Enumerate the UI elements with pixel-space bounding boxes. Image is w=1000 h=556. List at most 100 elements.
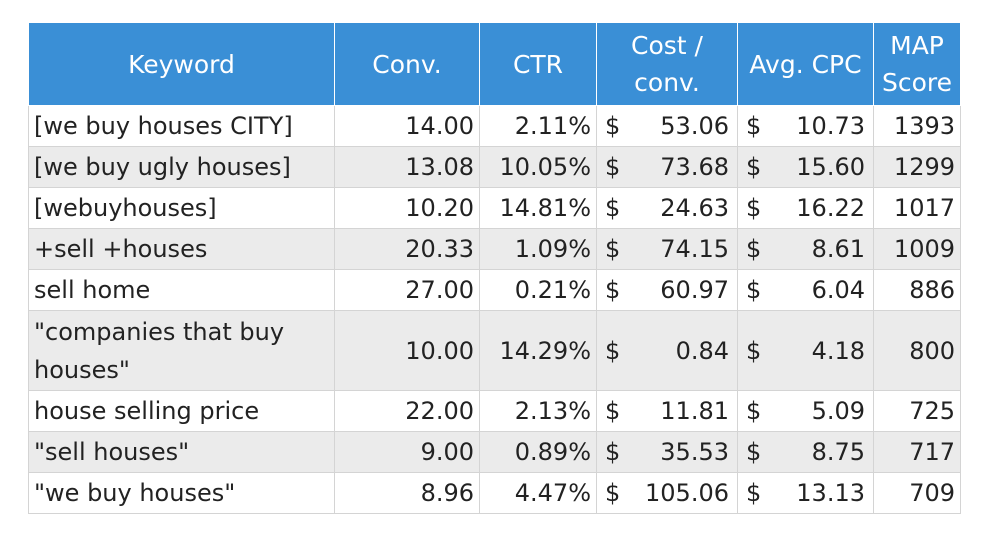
keyword-table-container: Keyword Conv. CTR Cost / conv. Avg. CPC …	[28, 22, 961, 514]
avg-cpc-cell: $16.22	[737, 187, 874, 229]
conv-cell: 8.96	[334, 472, 480, 514]
avg-cpc-cell-value: 16.22	[796, 194, 865, 222]
table-row: sell home 27.00 0.21% $60.97 $6.04 886	[28, 269, 961, 311]
table-row: [webuyhouses] 10.20 14.81% $24.63 $16.22 1017	[28, 187, 961, 229]
keyword-cell: "we buy houses"	[28, 472, 335, 514]
cost-conv-cell-value: 74.15	[660, 235, 729, 263]
ctr-cell: 4.47%	[479, 472, 597, 514]
header-ctr: CTR	[479, 22, 597, 106]
keyword-cell: [we buy houses CITY]	[28, 105, 335, 147]
header-row: Keyword Conv. CTR Cost / conv. Avg. CPC …	[28, 22, 961, 106]
map-score-cell: 1299	[873, 146, 961, 188]
currency-symbol: $	[605, 153, 621, 181]
currency-symbol: $	[605, 194, 621, 222]
conv-cell: 9.00	[334, 431, 480, 473]
currency-symbol: $	[746, 438, 762, 466]
ctr-cell: 10.05%	[479, 146, 597, 188]
currency-symbol: $	[746, 112, 762, 140]
ctr-cell: 2.11%	[479, 105, 597, 147]
map-score-cell: 1009	[873, 228, 961, 270]
map-score-cell: 800	[873, 310, 961, 391]
currency-symbol: $	[746, 336, 762, 365]
header-avg-cpc: Avg. CPC	[737, 22, 874, 106]
avg-cpc-cell: $4.18	[737, 310, 874, 391]
avg-cpc-cell-value: 5.09	[811, 397, 865, 425]
cost-conv-cell: $73.68	[596, 146, 738, 188]
ctr-cell: 14.29%	[479, 310, 597, 391]
table-row: "sell houses" 9.00 0.89% $35.53 $8.75 717	[28, 431, 961, 473]
ctr-cell: 0.21%	[479, 269, 597, 311]
cost-conv-cell: $53.06	[596, 105, 738, 147]
table-row: house selling price 22.00 2.13% $11.81 $5.09…	[28, 390, 961, 432]
cost-conv-cell-value: 11.81	[660, 397, 729, 425]
avg-cpc-cell: $10.73	[737, 105, 874, 147]
header-conv: Conv.	[334, 22, 480, 106]
currency-symbol: $	[605, 438, 621, 466]
header-keyword: Keyword	[28, 22, 335, 106]
table-row: [we buy ugly houses] 13.08 10.05% $73.68 $15…	[28, 146, 961, 188]
cost-conv-cell: $35.53	[596, 431, 738, 473]
conv-cell: 10.20	[334, 187, 480, 229]
conv-cell: 14.00	[334, 105, 480, 147]
map-score-cell: 1017	[873, 187, 961, 229]
keyword-cell: [webuyhouses]	[28, 187, 335, 229]
currency-symbol: $	[605, 479, 621, 507]
map-score-cell: 1393	[873, 105, 961, 147]
keyword-cell: "companies that buy houses"	[28, 310, 335, 391]
avg-cpc-cell-value: 8.61	[811, 235, 865, 263]
table-row: "we buy houses" 8.96 4.47% $105.06 $13.13 709	[28, 472, 961, 514]
conv-cell: 20.33	[334, 228, 480, 270]
avg-cpc-cell-value: 15.60	[796, 153, 865, 181]
map-score-cell: 886	[873, 269, 961, 311]
ctr-cell: 2.13%	[479, 390, 597, 432]
ctr-cell: 1.09%	[479, 228, 597, 270]
avg-cpc-cell-value: 6.04	[811, 276, 865, 304]
currency-symbol: $	[746, 194, 762, 222]
avg-cpc-cell: $15.60	[737, 146, 874, 188]
avg-cpc-cell-value: 13.13	[796, 479, 865, 507]
keyword-performance-table: Keyword Conv. CTR Cost / conv. Avg. CPC …	[28, 22, 961, 514]
currency-symbol: $	[746, 235, 762, 263]
cost-conv-cell-value: 105.06	[645, 479, 729, 507]
ctr-cell: 14.81%	[479, 187, 597, 229]
currency-symbol: $	[605, 112, 621, 140]
conv-cell: 22.00	[334, 390, 480, 432]
conv-cell: 10.00	[334, 310, 480, 391]
avg-cpc-cell: $13.13	[737, 472, 874, 514]
avg-cpc-cell-value: 8.75	[811, 438, 865, 466]
map-score-cell: 725	[873, 390, 961, 432]
keyword-cell: [we buy ugly houses]	[28, 146, 335, 188]
header-cost-conv: Cost / conv.	[596, 22, 738, 106]
table-row: +sell +houses 20.33 1.09% $74.15 $8.61 1009	[28, 228, 961, 270]
cost-conv-cell-value: 53.06	[660, 112, 729, 140]
avg-cpc-cell-value: 10.73	[796, 112, 865, 140]
conv-cell: 27.00	[334, 269, 480, 311]
currency-symbol: $	[605, 397, 621, 425]
table-row: [we buy houses CITY] 14.00 2.11% $53.06 $10.…	[28, 105, 961, 147]
currency-symbol: $	[605, 276, 621, 304]
currency-symbol: $	[746, 479, 762, 507]
cost-conv-cell-value: 0.84	[675, 336, 729, 365]
currency-symbol: $	[746, 397, 762, 425]
avg-cpc-cell: $6.04	[737, 269, 874, 311]
cost-conv-cell-value: 73.68	[660, 153, 729, 181]
currency-symbol: $	[605, 336, 621, 365]
table-row: "companies that buy houses" 10.00 14.29% $0…	[28, 310, 961, 391]
cost-conv-cell: $60.97	[596, 269, 738, 311]
avg-cpc-cell: $8.75	[737, 431, 874, 473]
map-score-cell: 717	[873, 431, 961, 473]
keyword-cell: +sell +houses	[28, 228, 335, 270]
cost-conv-cell: $11.81	[596, 390, 738, 432]
cost-conv-cell: $0.84	[596, 310, 738, 391]
table-body: [we buy houses CITY] 14.00 2.11% $53.06 $10.…	[28, 105, 961, 514]
cost-conv-cell-value: 24.63	[660, 194, 729, 222]
header-map-score: MAP Score	[873, 22, 961, 106]
cost-conv-cell-value: 35.53	[660, 438, 729, 466]
currency-symbol: $	[746, 276, 762, 304]
avg-cpc-cell: $8.61	[737, 228, 874, 270]
keyword-cell: sell home	[28, 269, 335, 311]
currency-symbol: $	[605, 235, 621, 263]
currency-symbol: $	[746, 153, 762, 181]
keyword-cell: "sell houses"	[28, 431, 335, 473]
avg-cpc-cell: $5.09	[737, 390, 874, 432]
